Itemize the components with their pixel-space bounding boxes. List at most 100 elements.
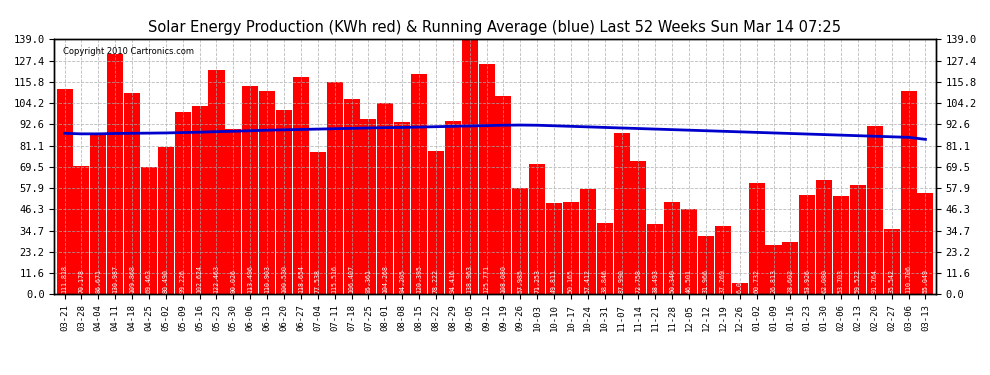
Bar: [495, 96, 512, 294]
Bar: [445, 121, 460, 294]
Bar: [799, 195, 816, 294]
Text: 94.416: 94.416: [449, 268, 455, 292]
Text: 102.624: 102.624: [197, 264, 203, 292]
Text: 59.522: 59.522: [855, 268, 861, 292]
Text: 109.868: 109.868: [129, 264, 135, 292]
Bar: [73, 166, 89, 294]
Text: 35.542: 35.542: [889, 268, 895, 292]
Bar: [157, 147, 174, 294]
Text: 38.846: 38.846: [602, 268, 608, 292]
Bar: [563, 202, 579, 294]
Text: 38.493: 38.493: [652, 268, 658, 292]
Bar: [192, 106, 208, 294]
Text: 60.732: 60.732: [753, 268, 759, 292]
Bar: [681, 209, 697, 294]
Bar: [614, 133, 630, 294]
Bar: [461, 39, 478, 294]
Bar: [360, 119, 376, 294]
Text: 87.990: 87.990: [619, 268, 625, 292]
Text: 46.501: 46.501: [686, 268, 692, 292]
Text: 57.412: 57.412: [585, 268, 591, 292]
Text: 122.463: 122.463: [214, 264, 220, 292]
Bar: [664, 202, 680, 294]
Bar: [833, 196, 849, 294]
Bar: [56, 89, 72, 294]
Text: 138.963: 138.963: [466, 264, 472, 292]
Bar: [867, 126, 883, 294]
Bar: [209, 70, 225, 294]
Bar: [411, 74, 427, 294]
Text: 99.226: 99.226: [180, 268, 186, 292]
Text: 130.987: 130.987: [112, 264, 118, 292]
Text: 26.813: 26.813: [770, 268, 776, 292]
Text: 100.530: 100.530: [281, 264, 287, 292]
Text: 113.496: 113.496: [248, 264, 253, 292]
Bar: [901, 91, 917, 294]
Text: 55.049: 55.049: [923, 268, 929, 292]
Text: 53.926: 53.926: [804, 268, 810, 292]
Text: 37.269: 37.269: [720, 268, 726, 292]
Bar: [394, 122, 410, 294]
Bar: [647, 224, 663, 294]
Bar: [141, 167, 157, 294]
Bar: [276, 110, 292, 294]
Text: 115.516: 115.516: [332, 264, 338, 292]
Text: 71.253: 71.253: [535, 268, 541, 292]
Bar: [107, 54, 123, 294]
Bar: [310, 152, 326, 294]
Bar: [327, 82, 343, 294]
Bar: [512, 188, 529, 294]
Text: 110.706: 110.706: [906, 264, 912, 292]
Text: 53.703: 53.703: [838, 268, 844, 292]
Text: 118.654: 118.654: [298, 264, 304, 292]
Text: 50.165: 50.165: [568, 268, 574, 292]
Bar: [816, 180, 833, 294]
Bar: [478, 64, 495, 294]
Text: 95.361: 95.361: [365, 268, 371, 292]
Bar: [715, 226, 731, 294]
Text: 104.268: 104.268: [382, 264, 388, 292]
Text: 57.985: 57.985: [518, 268, 524, 292]
Text: 125.771: 125.771: [483, 264, 490, 292]
Bar: [698, 236, 714, 294]
Text: 72.758: 72.758: [636, 268, 642, 292]
Text: 94.205: 94.205: [399, 268, 405, 292]
Bar: [90, 135, 106, 294]
Text: 108.080: 108.080: [500, 264, 507, 292]
Bar: [293, 77, 309, 294]
Text: 28.602: 28.602: [787, 268, 793, 292]
Text: 78.222: 78.222: [433, 268, 439, 292]
Text: 91.764: 91.764: [872, 268, 878, 292]
Text: 86.671: 86.671: [95, 268, 101, 292]
Bar: [530, 164, 545, 294]
Text: 111.818: 111.818: [61, 264, 67, 292]
Bar: [631, 161, 646, 294]
Bar: [782, 242, 798, 294]
Bar: [124, 93, 141, 294]
Bar: [344, 99, 359, 294]
Bar: [259, 91, 275, 294]
Text: 31.966: 31.966: [703, 268, 709, 292]
Text: 50.340: 50.340: [669, 268, 675, 292]
Bar: [174, 112, 191, 294]
Bar: [546, 203, 562, 294]
Bar: [428, 151, 444, 294]
Text: 69.463: 69.463: [146, 268, 152, 292]
Bar: [884, 229, 900, 294]
Bar: [748, 183, 764, 294]
Bar: [580, 189, 596, 294]
Text: 120.395: 120.395: [416, 264, 422, 292]
Bar: [226, 129, 242, 294]
Bar: [765, 245, 781, 294]
Text: 77.538: 77.538: [315, 268, 321, 292]
Text: 106.407: 106.407: [348, 264, 354, 292]
Bar: [849, 185, 866, 294]
Text: Copyright 2010 Cartronics.com: Copyright 2010 Cartronics.com: [63, 47, 194, 56]
Bar: [243, 86, 258, 294]
Text: 49.811: 49.811: [551, 268, 557, 292]
Title: Solar Energy Production (KWh red) & Running Average (blue) Last 52 Weeks Sun Mar: Solar Energy Production (KWh red) & Runn…: [148, 20, 842, 35]
Text: 70.178: 70.178: [78, 268, 84, 292]
Bar: [918, 194, 934, 294]
Text: 62.080: 62.080: [821, 268, 828, 292]
Text: 6.079: 6.079: [737, 273, 742, 292]
